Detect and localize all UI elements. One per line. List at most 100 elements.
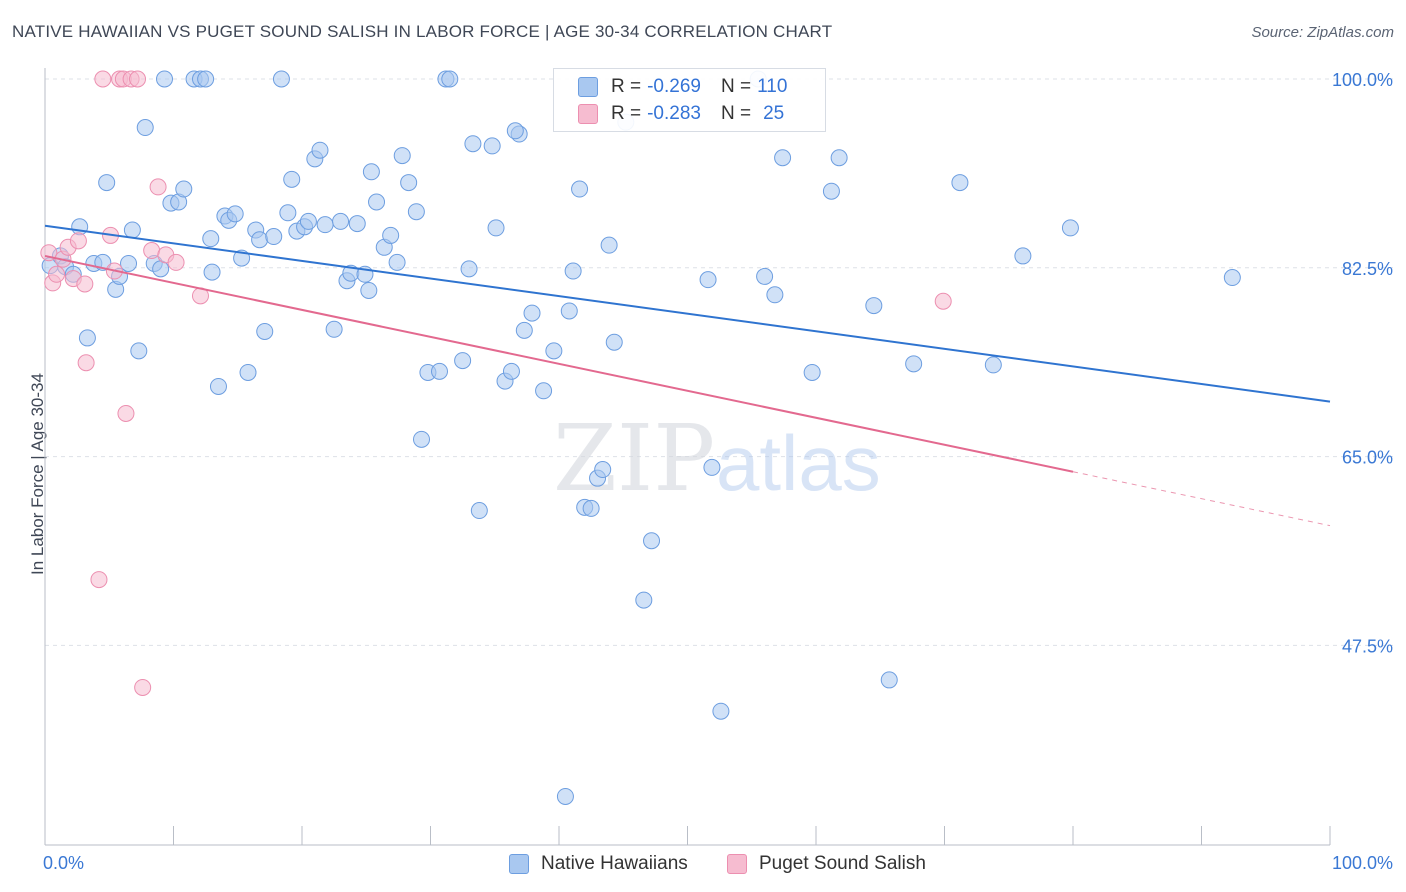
data-point-native-hawaiian xyxy=(643,532,661,550)
data-point-native-hawaiian xyxy=(239,363,257,381)
data-point-native-hawaiian xyxy=(594,461,612,479)
data-point-native-hawaiian xyxy=(98,174,116,192)
data-point-native-hawaiian xyxy=(430,362,448,380)
data-point-native-hawaiian xyxy=(822,182,840,200)
data-point-native-hawaiian xyxy=(756,267,774,285)
y-tick-label: 82.5% xyxy=(1342,259,1393,279)
series-native-hawaiians xyxy=(41,70,1241,805)
data-point-native-hawaiian xyxy=(209,377,227,395)
data-point-native-hawaiian xyxy=(332,212,350,230)
data-point-native-hawaiian xyxy=(483,137,501,155)
data-point-native-hawaiian xyxy=(460,260,478,278)
data-point-puget-sound-salish xyxy=(69,232,87,250)
data-point-native-hawaiian xyxy=(582,499,600,517)
data-point-native-hawaiian xyxy=(413,430,431,448)
data-point-puget-sound-salish xyxy=(129,70,147,88)
data-point-native-hawaiian xyxy=(325,320,343,338)
data-point-native-hawaiian xyxy=(130,342,148,360)
data-point-native-hawaiian xyxy=(1061,219,1079,237)
data-point-native-hawaiian xyxy=(197,70,215,88)
data-point-puget-sound-salish xyxy=(76,275,94,293)
legend-r-label: R = xyxy=(611,76,642,97)
data-point-native-hawaiian xyxy=(203,263,221,281)
data-point-native-hawaiian xyxy=(71,218,89,236)
data-point-native-hawaiian xyxy=(515,321,533,339)
data-point-native-hawaiian xyxy=(299,212,317,230)
data-point-native-hawaiian xyxy=(545,342,563,360)
data-point-native-hawaiian xyxy=(506,122,524,140)
data-point-puget-sound-salish xyxy=(143,242,161,260)
data-point-native-hawaiian xyxy=(368,193,386,211)
data-point-native-hawaiian xyxy=(226,205,244,223)
y-tick-label: 65.0% xyxy=(1342,448,1393,468)
data-point-puget-sound-salish xyxy=(117,404,135,422)
trend-line-native-hawaiians xyxy=(44,224,1331,403)
data-point-native-hawaiian xyxy=(774,149,792,167)
legend-n-value: 110 xyxy=(757,76,788,97)
data-point-native-hawaiian xyxy=(830,149,848,167)
data-point-puget-sound-salish xyxy=(94,70,112,88)
watermark-atlas: atlas xyxy=(716,419,881,507)
bottom-legend-native-hawaiians: Native Hawaiians xyxy=(509,851,688,877)
data-point-native-hawaiian xyxy=(202,230,220,248)
watermark-zip: ZIP xyxy=(553,405,715,512)
series-puget-sound-salish xyxy=(40,70,952,696)
trend-line-puget-sound-salish xyxy=(44,254,1074,473)
data-point-native-hawaiian xyxy=(400,174,418,192)
data-point-native-hawaiian xyxy=(523,304,541,322)
data-point-puget-sound-salish xyxy=(149,178,167,196)
data-point-native-hawaiian xyxy=(699,271,717,289)
data-point-native-hawaiian xyxy=(283,170,301,188)
bottom-legend-label: Native Hawaiians xyxy=(541,853,688,874)
data-point-native-hawaiian xyxy=(388,253,406,271)
y-tick-label: 47.5% xyxy=(1342,636,1393,656)
data-point-native-hawaiian xyxy=(136,119,154,137)
data-point-native-hawaiian xyxy=(535,382,553,400)
data-point-native-hawaiian xyxy=(635,591,653,609)
legend-r-value: -0.283 xyxy=(647,103,701,124)
legend-n-label: N = xyxy=(720,76,752,97)
data-point-native-hawaiian xyxy=(393,147,411,165)
data-point-native-hawaiian xyxy=(316,216,334,234)
watermark: ZIP atlas xyxy=(553,405,881,512)
legend-n-value: 25 xyxy=(763,103,785,124)
data-point-native-hawaiian xyxy=(1014,247,1032,265)
data-point-native-hawaiian xyxy=(441,70,459,88)
chart-title: NATIVE HAWAIIAN VS PUGET SOUND SALISH IN… xyxy=(12,22,833,41)
data-point-native-hawaiian xyxy=(464,135,482,153)
bottom-legend-swatch-pink xyxy=(727,854,747,874)
data-point-native-hawaiian xyxy=(279,204,297,222)
data-point-native-hawaiian xyxy=(703,458,721,476)
data-point-native-hawaiian xyxy=(272,70,290,88)
data-point-native-hawaiian xyxy=(502,362,520,380)
data-point-native-hawaiian xyxy=(123,221,141,239)
data-point-puget-sound-salish xyxy=(134,678,152,696)
data-point-native-hawaiian xyxy=(766,286,784,304)
data-point-native-hawaiian xyxy=(251,231,269,249)
legend-r-value: -0.269 xyxy=(647,76,701,97)
data-point-native-hawaiian xyxy=(78,329,96,347)
data-point-native-hawaiian xyxy=(556,787,574,805)
data-point-native-hawaiian xyxy=(156,70,174,88)
source-credit: Source: ZipAtlas.com xyxy=(1251,24,1394,41)
data-point-native-hawaiian xyxy=(571,180,589,198)
data-point-native-hawaiian xyxy=(984,356,1002,374)
data-point-native-hawaiian xyxy=(1223,269,1241,287)
tick-labels: 100.0% 82.5% 65.0% 47.5% 0.0% 100.0% xyxy=(43,70,1393,873)
x-tick-label-min: 0.0% xyxy=(43,853,84,873)
y-tick-label: 100.0% xyxy=(1332,70,1393,90)
legend-row-native-hawaiians: R = -0.269 N = 110 xyxy=(554,74,787,100)
data-point-native-hawaiian xyxy=(712,702,730,720)
data-point-native-hawaiian xyxy=(265,228,283,246)
trend-line-puget-sound-salish-extension xyxy=(1072,471,1331,527)
data-point-native-hawaiian xyxy=(865,297,883,315)
data-point-puget-sound-salish xyxy=(90,571,108,589)
axes xyxy=(44,68,1331,846)
legend-r-label: R = xyxy=(611,103,642,124)
legend-row-puget-sound-salish: R = -0.283 N = 25 xyxy=(554,101,784,127)
data-point-native-hawaiian xyxy=(880,671,898,689)
correlation-legend: R = -0.269 N = 110 R = -0.283 N = 25 xyxy=(553,68,826,132)
data-point-native-hawaiian xyxy=(605,333,623,351)
data-point-native-hawaiian xyxy=(407,203,425,221)
